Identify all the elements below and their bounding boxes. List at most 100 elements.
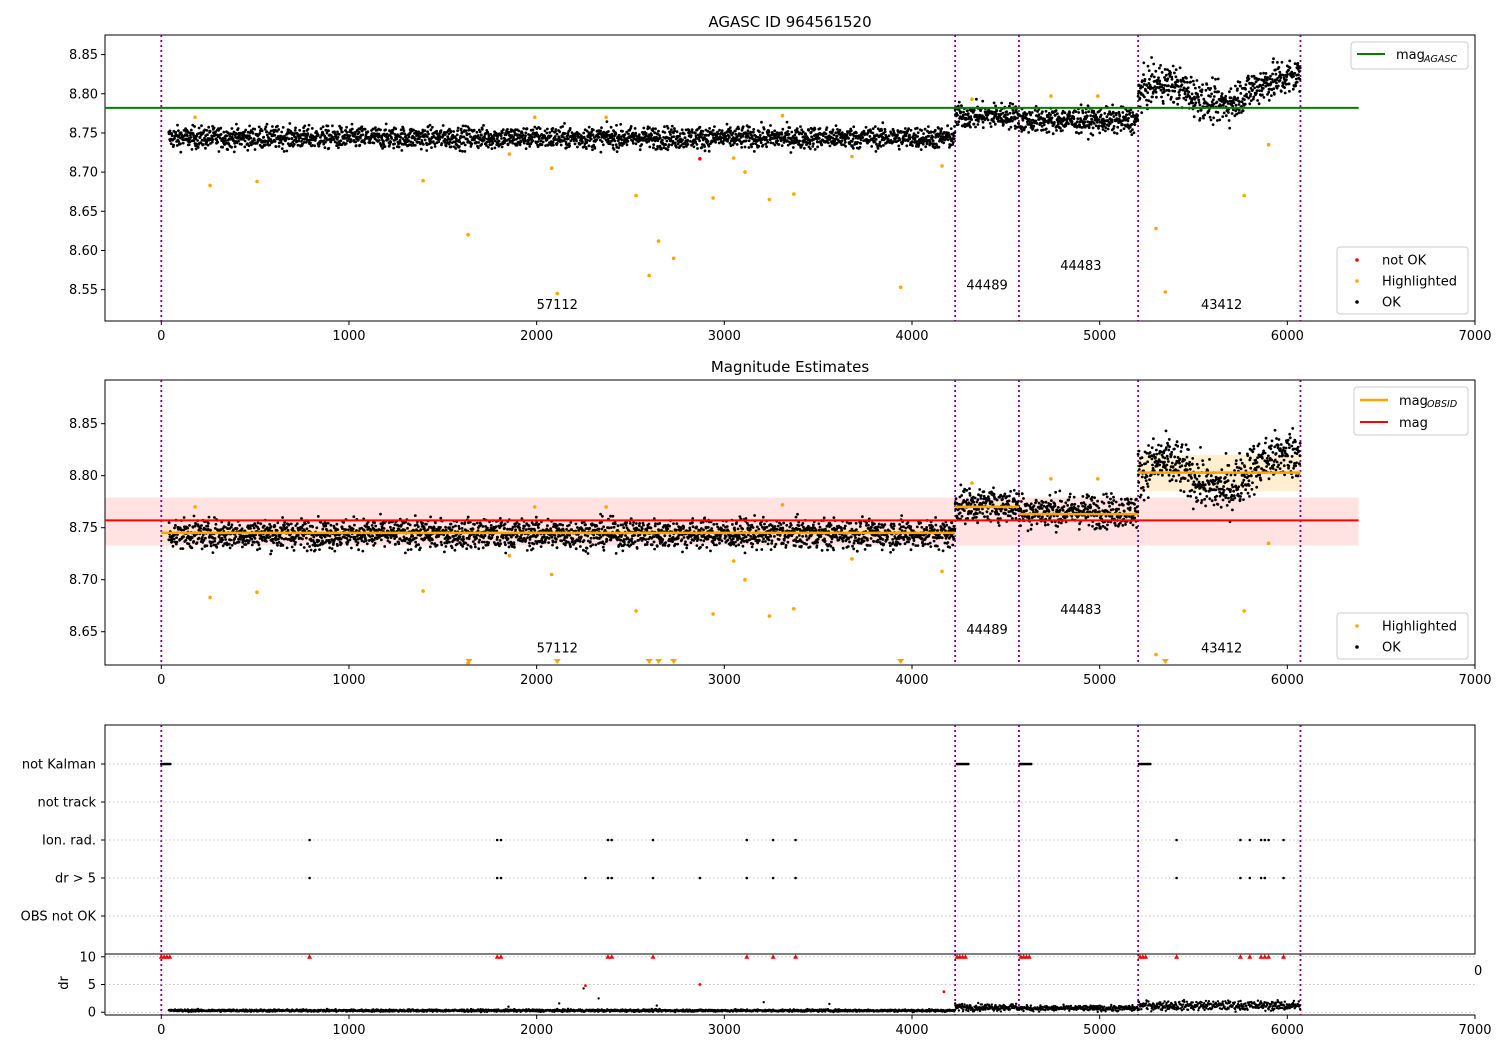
- ok-point: [839, 136, 842, 140]
- ok-point: [224, 139, 228, 143]
- ok-point: [1183, 80, 1186, 84]
- ok-point: [443, 541, 447, 545]
- ok-point: [230, 145, 234, 149]
- ok-point: [491, 141, 495, 145]
- ok-point: [188, 140, 192, 144]
- ok-point: [972, 108, 976, 112]
- ok-point: [461, 545, 465, 548]
- highlighted-point: [555, 291, 560, 296]
- ok-point: [208, 130, 212, 133]
- ok-point: [193, 125, 197, 128]
- obsid-label: 57112: [537, 298, 578, 313]
- ok-point: [686, 143, 690, 146]
- ok-point: [235, 132, 239, 136]
- ok-point: [1236, 87, 1239, 91]
- ok-point: [1258, 89, 1261, 92]
- ok-point: [349, 535, 353, 539]
- highlighted-point: [549, 166, 554, 170]
- ok-point: [198, 136, 202, 140]
- ok-point: [1167, 89, 1171, 93]
- ok-point: [1248, 102, 1252, 106]
- ok-point: [353, 131, 357, 134]
- ok-point: [172, 537, 176, 541]
- ok-point: [1229, 87, 1233, 91]
- ok-point: [206, 143, 210, 147]
- ok-point: [265, 133, 269, 137]
- ok-point: [957, 100, 961, 104]
- ok-point: [809, 130, 813, 134]
- ok-point: [752, 130, 755, 134]
- ok-point: [301, 523, 305, 527]
- ok-point: [411, 141, 415, 145]
- ok-point: [582, 135, 586, 139]
- ok-point: [1201, 83, 1204, 86]
- ok-point: [1217, 90, 1220, 94]
- ok-point: [858, 145, 862, 149]
- ok-point: [1181, 76, 1185, 80]
- ok-point: [1091, 126, 1095, 130]
- ok-point: [1193, 103, 1197, 107]
- ok-point: [289, 522, 293, 526]
- ok-point: [1053, 121, 1056, 124]
- ok-point: [952, 134, 955, 138]
- ok-point: [1072, 117, 1076, 121]
- ok-point: [225, 134, 229, 138]
- ok-point: [419, 546, 422, 550]
- ok-point: [1158, 79, 1162, 83]
- ok-point: [490, 147, 494, 151]
- ok-point: [1059, 126, 1062, 130]
- ok-point: [194, 137, 198, 141]
- ok-point: [1211, 123, 1215, 126]
- y-tick-label: 8.80: [69, 87, 98, 102]
- ok-point: [461, 149, 464, 153]
- ok-point: [431, 125, 434, 129]
- ok-point: [387, 521, 391, 524]
- ok-point: [1191, 79, 1195, 83]
- highlighted-point: [850, 154, 854, 159]
- ok-point: [474, 545, 477, 549]
- ok-point: [688, 139, 692, 143]
- ok-point: [531, 139, 535, 143]
- ok-point: [769, 124, 772, 127]
- ok-point: [673, 129, 677, 133]
- ok-point: [1113, 131, 1116, 135]
- ok-point: [243, 139, 247, 143]
- ok-point: [463, 521, 467, 524]
- ok-point: [195, 541, 199, 545]
- ok-point: [304, 522, 307, 526]
- ok-point: [269, 552, 272, 556]
- ok-point: [1216, 111, 1220, 114]
- ok-point: [1161, 83, 1164, 87]
- ok-point: [311, 525, 314, 529]
- ok-point: [664, 143, 668, 147]
- ok-point: [553, 135, 557, 138]
- ok-point: [329, 140, 333, 144]
- ok-point: [253, 127, 257, 131]
- ok-point: [480, 142, 484, 146]
- ok-point: [992, 120, 996, 123]
- ok-point: [1252, 82, 1256, 86]
- ok-point: [203, 138, 207, 142]
- ok-point: [264, 143, 267, 147]
- ok-point: [250, 537, 254, 541]
- ok-point: [1025, 112, 1029, 116]
- ok-point: [441, 124, 445, 127]
- ok-point: [1033, 108, 1037, 112]
- ok-point: [316, 133, 320, 137]
- ok-point: [972, 122, 976, 126]
- ok-point: [222, 130, 226, 134]
- ok-point: [1039, 121, 1043, 125]
- highlighted-point: [604, 115, 608, 120]
- ok-point: [929, 130, 933, 134]
- ok-point: [1000, 101, 1003, 105]
- ok-point: [453, 135, 457, 139]
- ok-point: [215, 545, 219, 549]
- ok-point: [703, 145, 707, 148]
- ok-point: [679, 132, 682, 136]
- ok-point: [463, 143, 467, 147]
- ok-point: [341, 130, 344, 134]
- ok-point: [257, 527, 260, 531]
- ok-point: [494, 525, 498, 529]
- ok-point: [1218, 118, 1222, 122]
- ok-point: [1008, 111, 1012, 115]
